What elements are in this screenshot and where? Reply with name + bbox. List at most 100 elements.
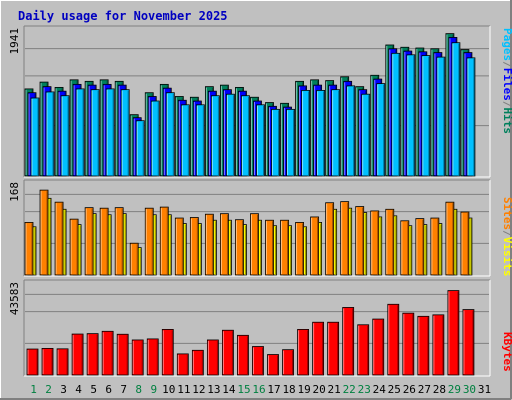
bar-pages-day-16 bbox=[256, 104, 265, 177]
x-tick-label: 12 bbox=[192, 383, 205, 396]
legend-2: Sites/Visits bbox=[501, 197, 512, 277]
bar-kbytes-day-2 bbox=[41, 348, 54, 376]
bar-pages-day-28 bbox=[436, 56, 446, 177]
x-tick-label: 15 bbox=[237, 383, 250, 396]
bar-sites-day-30 bbox=[460, 211, 470, 276]
bar-pages-day-17 bbox=[271, 108, 280, 177]
bar-pages-day-2 bbox=[45, 91, 55, 177]
bar-sites-day-26 bbox=[400, 220, 410, 276]
bar-pages-day-7 bbox=[120, 89, 130, 177]
x-tick-label: 17 bbox=[267, 383, 280, 396]
bar-pages-day-14 bbox=[226, 93, 235, 177]
bar-kbytes-day-3 bbox=[56, 348, 69, 376]
x-tick-label: 20 bbox=[313, 383, 326, 396]
bar-sites-day-24 bbox=[370, 210, 380, 276]
chart-title: Daily usage for November 2025 bbox=[18, 9, 228, 23]
bar-pages-day-13 bbox=[210, 95, 220, 177]
bar-sites-day-12 bbox=[189, 217, 199, 276]
legend-item-slash: / bbox=[501, 230, 512, 237]
x-tick-label: 25 bbox=[388, 383, 401, 396]
bar-pages-day-23 bbox=[361, 93, 371, 177]
x-tick-label: 8 bbox=[135, 383, 142, 396]
bar-kbytes-day-21 bbox=[327, 321, 340, 376]
x-tick-label: 30 bbox=[463, 383, 476, 396]
bar-pages-day-25 bbox=[391, 52, 401, 177]
bar-sites-day-13 bbox=[204, 213, 214, 276]
x-tick-label: 24 bbox=[373, 383, 387, 396]
x-tick-label: 22 bbox=[343, 383, 356, 396]
bar-sites-day-4 bbox=[69, 218, 79, 276]
legend-item-hits: Hits bbox=[501, 108, 512, 135]
x-tick-label: 3 bbox=[60, 383, 67, 396]
bar-sites-day-17 bbox=[265, 219, 274, 276]
bar-pages-day-11 bbox=[180, 104, 190, 177]
bar-sites-day-14 bbox=[220, 213, 229, 276]
bar-kbytes-day-29 bbox=[447, 290, 460, 376]
panel-3: 43583 KBytes bbox=[8, 279, 512, 377]
bar-kbytes-day-10 bbox=[161, 329, 174, 376]
x-tick-label: 6 bbox=[105, 383, 112, 396]
bar-kbytes-day-26 bbox=[402, 312, 415, 376]
bar-pages-day-12 bbox=[195, 104, 205, 177]
bar-kbytes-day-11 bbox=[176, 353, 189, 376]
x-tick-label: 27 bbox=[418, 383, 431, 396]
legend-item-files: Files bbox=[501, 68, 512, 101]
bar-pages-day-22 bbox=[346, 85, 356, 177]
x-tick-label: 16 bbox=[252, 383, 265, 396]
bar-pages-day-24 bbox=[376, 83, 386, 177]
bar-sites-day-23 bbox=[355, 206, 365, 276]
bar-sites-day-8 bbox=[129, 242, 139, 276]
bar-sites-day-2 bbox=[39, 189, 49, 276]
y-max-label: 1941 bbox=[8, 28, 21, 55]
x-tick-label: 10 bbox=[162, 383, 175, 396]
bar-kbytes-day-1 bbox=[26, 348, 39, 376]
panel-2: 168 Sites/Visits bbox=[8, 179, 512, 277]
bar-kbytes-day-23 bbox=[357, 324, 370, 376]
x-tick-label: 21 bbox=[328, 383, 341, 396]
bar-pages-day-5 bbox=[90, 89, 100, 177]
bar-kbytes-day-19 bbox=[297, 329, 309, 376]
bar-sites-day-3 bbox=[54, 201, 64, 276]
bar-pages-day-27 bbox=[421, 55, 431, 177]
bar-pages-day-8 bbox=[135, 120, 145, 177]
bar-kbytes-day-24 bbox=[372, 318, 385, 376]
bar-pages-day-26 bbox=[406, 54, 416, 177]
bar-kbytes-day-7 bbox=[116, 333, 129, 376]
x-tick-label: 19 bbox=[297, 383, 310, 396]
bar-sites-day-6 bbox=[99, 207, 109, 276]
bar-kbytes-day-13 bbox=[206, 339, 219, 376]
bar-pages-day-1 bbox=[30, 97, 40, 177]
bar-pages-day-9 bbox=[150, 100, 160, 177]
bar-sites-day-18 bbox=[280, 219, 289, 276]
bar-kbytes-day-14 bbox=[222, 329, 234, 376]
bar-pages-day-30 bbox=[466, 57, 476, 177]
x-tick-label: 23 bbox=[358, 383, 371, 396]
bar-kbytes-day-17 bbox=[267, 354, 279, 376]
bar-kbytes-day-12 bbox=[191, 349, 204, 376]
legend-item-pages: Pages bbox=[501, 28, 512, 61]
x-tick-label: 14 bbox=[222, 383, 236, 396]
x-tick-label: 28 bbox=[433, 383, 446, 396]
legend-item-sites: Sites bbox=[501, 197, 512, 230]
bar-kbytes-day-4 bbox=[71, 333, 84, 376]
x-tick-label: 7 bbox=[120, 383, 127, 396]
bar-kbytes-day-8 bbox=[131, 339, 144, 376]
x-tick-label: 9 bbox=[150, 383, 157, 396]
bar-sites-day-21 bbox=[325, 202, 335, 276]
bar-sites-day-16 bbox=[250, 213, 259, 276]
bar-sites-day-1 bbox=[24, 222, 34, 276]
legend-item-slash: / bbox=[501, 61, 512, 68]
bar-sites-day-5 bbox=[84, 207, 94, 276]
bar-pages-day-3 bbox=[60, 95, 70, 177]
x-tick-label: 18 bbox=[282, 383, 295, 396]
x-tick-label: 1 bbox=[30, 383, 37, 396]
bar-sites-day-11 bbox=[174, 217, 184, 276]
bar-kbytes-day-22 bbox=[342, 307, 355, 376]
legend-item-visits: Visits bbox=[501, 237, 512, 277]
bar-kbytes-day-27 bbox=[417, 315, 430, 376]
panels: 1941Pages/Files/Hits168Sites/Visits43583… bbox=[8, 25, 512, 377]
x-tick-label: 29 bbox=[448, 383, 461, 396]
